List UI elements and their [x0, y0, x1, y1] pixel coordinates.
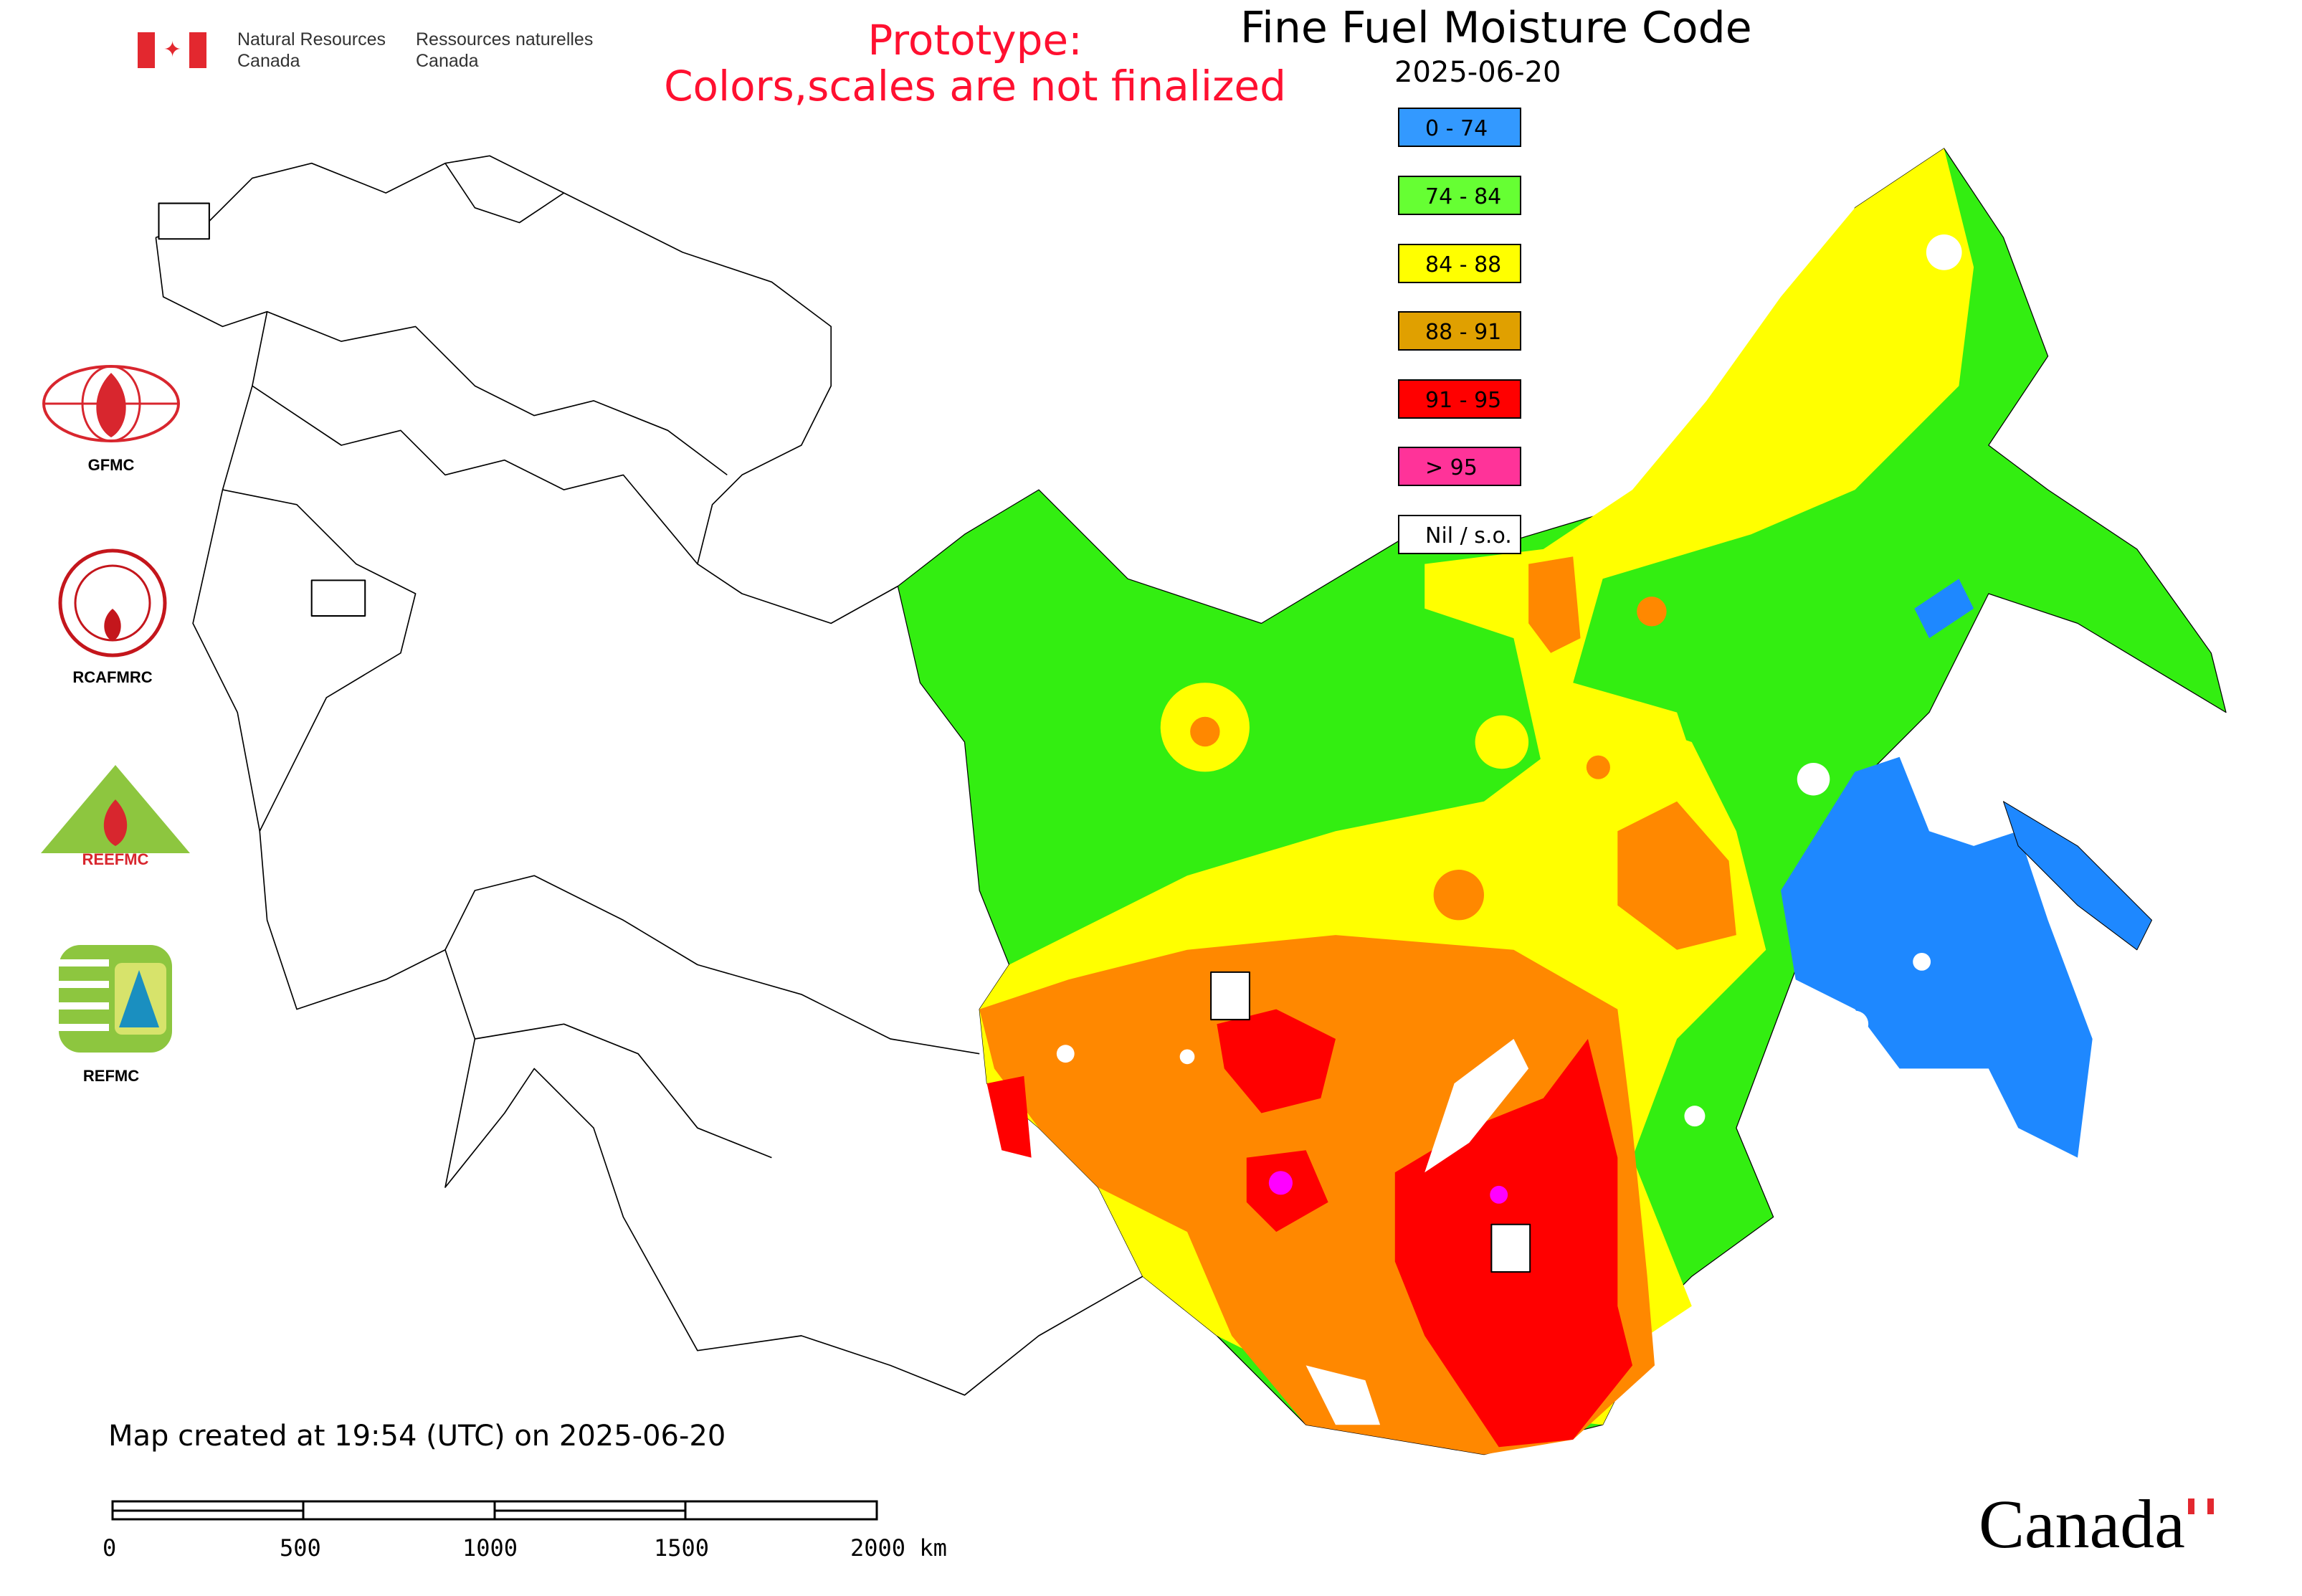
legend-item: 88 - 91 — [1398, 311, 1521, 351]
rcafmrc-logo — [58, 548, 167, 657]
legend-item: 0 - 74 — [1398, 108, 1521, 147]
legend-item: Nil / s.o. — [1398, 515, 1521, 554]
scale-bar — [111, 1500, 878, 1521]
country-outlines — [155, 155, 1143, 1396]
scale-label: 1500 — [654, 1534, 710, 1562]
legend-item: 91 - 95 — [1398, 379, 1521, 419]
wordmark-flag-icon — [2188, 1498, 2214, 1514]
legend-item: 84 - 88 — [1398, 244, 1521, 283]
legend-item: > 95 — [1398, 447, 1521, 486]
svg-text:REEFMC: REEFMC — [82, 850, 149, 868]
fuel-zone-0-74 — [1781, 756, 2093, 1158]
gfmc-logo — [42, 365, 180, 442]
gfmc-label: GFMC — [87, 456, 135, 474]
scale-label: 0 — [103, 1534, 117, 1562]
scale-label: 2000 km — [850, 1534, 947, 1562]
canada-flag: ✦ — [138, 32, 206, 68]
station-markers — [158, 202, 1531, 1273]
map-date: 2025-06-20 — [1394, 56, 1561, 89]
canada-wordmark: Canada — [1979, 1486, 2185, 1562]
scale-label: 1000 — [462, 1534, 518, 1562]
rcafmrc-label: RCAFMRC — [72, 668, 153, 686]
map-created-timestamp: Map created at 19:54 (UTC) on 2025-06-20 — [108, 1420, 726, 1453]
agency-name-fr: Ressources naturelles Canada — [416, 29, 594, 71]
reefmc-logo: REEFMC — [41, 765, 190, 868]
map-title: Fine Fuel Moisture Code — [1240, 3, 1752, 53]
scale-label: 500 — [280, 1534, 321, 1562]
agency-name-en: Natural Resources Canada — [237, 29, 386, 71]
legend-item: 74 - 84 — [1398, 176, 1521, 215]
refmc-label: REFMC — [82, 1067, 140, 1085]
fuel-zone-above-95 — [1268, 1171, 1293, 1195]
fuel-zone-84-88-north — [1425, 148, 1974, 832]
prototype-notice: Prototype: Colors,scales are not finaliz… — [664, 16, 1286, 110]
maple-leaf-icon: ✦ — [163, 37, 182, 62]
refmc-logo — [59, 945, 172, 1053]
